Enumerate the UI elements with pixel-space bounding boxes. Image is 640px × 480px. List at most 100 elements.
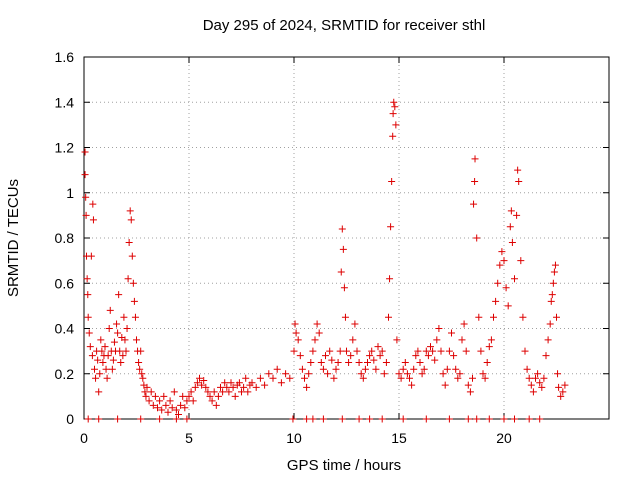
data-point [502, 284, 510, 292]
data-point [382, 358, 390, 366]
data-point [114, 329, 122, 337]
data-point [339, 245, 347, 253]
data-point [355, 415, 363, 423]
data-point [82, 193, 90, 201]
data-point [336, 347, 344, 355]
data-point [536, 415, 544, 423]
data-point [554, 370, 562, 378]
data-point [98, 347, 106, 355]
data-point [431, 356, 439, 364]
data-point [114, 415, 122, 423]
data-point [227, 379, 235, 387]
data-point [204, 388, 212, 396]
data-point [389, 132, 397, 140]
data-point [160, 392, 168, 400]
data-point [149, 401, 157, 409]
data-point [504, 302, 512, 310]
data-point [289, 415, 297, 423]
data-point [338, 225, 346, 233]
data-point [435, 325, 443, 332]
data-point [500, 257, 508, 265]
data-point [507, 207, 515, 215]
data-point [460, 320, 468, 328]
data-point [490, 313, 497, 321]
data-point [378, 347, 386, 355]
data-point [137, 347, 145, 355]
data-point [514, 166, 522, 174]
data-point [102, 365, 110, 373]
data-point [305, 370, 313, 378]
data-point [330, 374, 338, 382]
data-point [109, 356, 117, 364]
data-point [496, 261, 504, 269]
data-point [87, 252, 95, 260]
y-tick-label: 0.6 [55, 275, 75, 291]
data-point [89, 200, 97, 208]
data-point [532, 374, 539, 382]
data-point [445, 347, 453, 355]
data-point [452, 365, 460, 373]
data-point [131, 313, 139, 321]
data-point [470, 200, 478, 208]
data-point [124, 275, 132, 283]
data-point [458, 336, 466, 344]
data-point [105, 325, 113, 332]
data-point [429, 347, 437, 355]
data-point [479, 370, 487, 378]
data-point [217, 383, 224, 391]
data-point [437, 347, 445, 355]
data-point [366, 352, 374, 360]
data-point [473, 234, 481, 242]
data-point [462, 347, 470, 355]
data-point [210, 388, 218, 396]
data-point [414, 347, 422, 355]
data-point [177, 401, 185, 409]
data-point [135, 358, 143, 366]
data-point [298, 365, 306, 373]
data-point [248, 379, 256, 387]
data-point [389, 110, 397, 118]
data-point [412, 352, 420, 360]
data-point [349, 336, 357, 344]
data-point [393, 336, 401, 344]
data-point [282, 370, 290, 378]
tick-layer [83, 56, 609, 420]
data-point [101, 343, 109, 351]
y-axis-label: SRMTID / TECUs [5, 179, 22, 297]
data-point [125, 239, 133, 247]
data-point [141, 388, 149, 396]
data-point [374, 343, 382, 351]
data-point [433, 336, 441, 344]
data-point [81, 171, 89, 179]
chart-title: Day 295 of 2024, SRMTID for receiver sth… [203, 17, 486, 34]
y-tick-label: 0.4 [55, 321, 75, 337]
data-point [129, 279, 137, 287]
y-tick-label: 1 [66, 185, 74, 201]
y-tick-labels: 0 0.2 0.4 0.6 0.8 1 1.2 1.4 1.6 [55, 49, 75, 427]
data-point [137, 415, 145, 423]
data-point [158, 406, 166, 414]
data-point [256, 374, 264, 382]
data-point [208, 397, 216, 405]
y-tick-label: 1.4 [55, 94, 75, 110]
data-point [162, 401, 170, 409]
data-point [307, 358, 315, 366]
x-tick-labels: 0 5 10 15 20 [80, 430, 512, 446]
data-point [86, 343, 94, 351]
data-point [319, 415, 327, 423]
data-point [445, 415, 453, 423]
data-point [147, 388, 155, 396]
data-point [387, 223, 395, 231]
data-point [301, 374, 308, 382]
data-point [127, 216, 135, 224]
y-tick-label: 0.8 [55, 230, 75, 246]
data-point [290, 347, 298, 355]
data-point [392, 121, 400, 129]
data-point [277, 379, 285, 387]
data-point [485, 343, 493, 351]
data-point [231, 392, 239, 400]
data-point [397, 374, 405, 382]
data-point [498, 248, 506, 256]
data-point [122, 347, 130, 355]
data-point [540, 374, 548, 382]
